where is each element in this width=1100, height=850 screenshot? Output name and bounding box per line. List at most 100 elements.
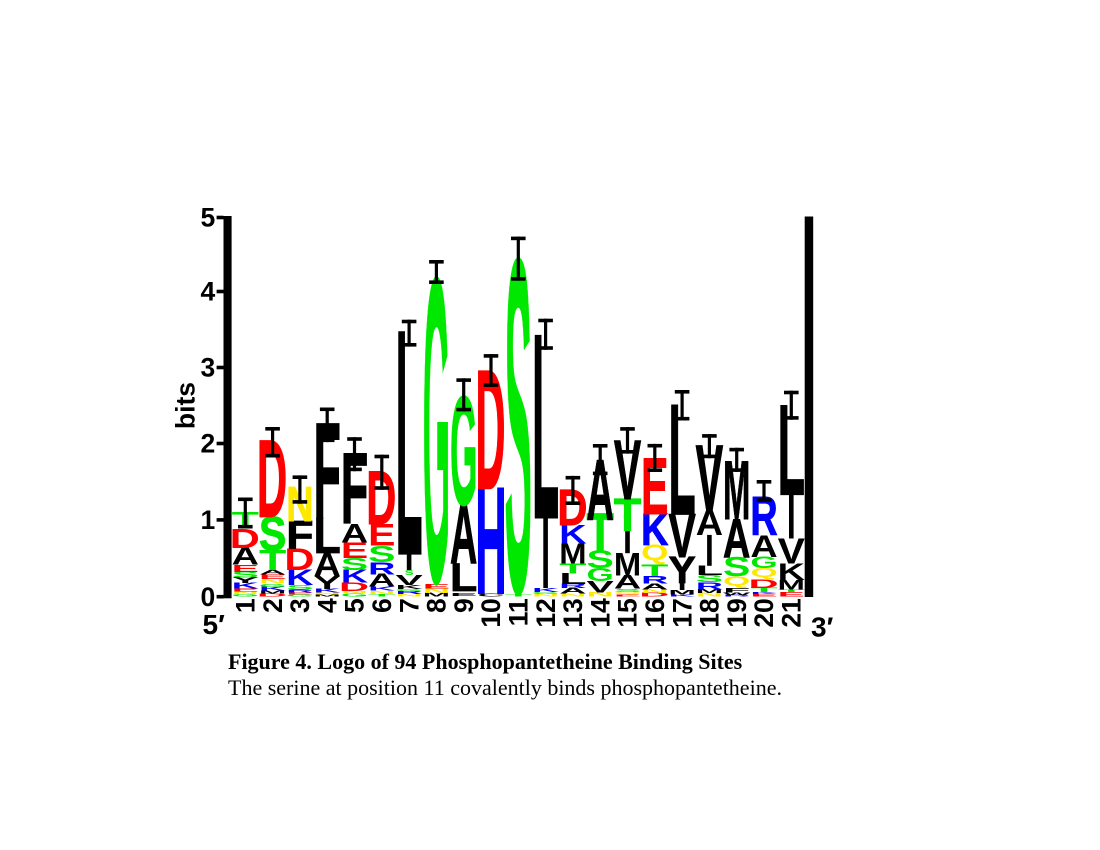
svg-text:T: T <box>614 489 642 541</box>
svg-text:R: R <box>641 574 668 586</box>
svg-text:3: 3 <box>285 598 315 613</box>
svg-text:19: 19 <box>722 598 752 627</box>
svg-text:1: 1 <box>231 598 261 613</box>
svg-text:D: D <box>257 593 287 598</box>
svg-text:N: N <box>286 477 313 532</box>
svg-text:15: 15 <box>613 598 643 627</box>
svg-text:S: S <box>341 554 368 574</box>
svg-text:H: H <box>475 456 506 626</box>
svg-text:M: M <box>314 594 341 597</box>
svg-text:R: R <box>286 589 313 594</box>
svg-text:Y: Y <box>314 572 341 593</box>
svg-text:M: M <box>778 577 805 593</box>
svg-text:K: K <box>668 594 696 597</box>
svg-text:D: D <box>284 542 314 577</box>
svg-text:K: K <box>314 588 342 594</box>
svg-text:K: K <box>368 586 396 592</box>
svg-text:A: A <box>587 443 614 539</box>
svg-text:K: K <box>641 504 668 555</box>
svg-text:4: 4 <box>200 277 215 307</box>
svg-text:A: A <box>232 542 259 570</box>
svg-text:S: S <box>259 508 286 561</box>
svg-text:R: R <box>395 590 422 595</box>
svg-text:A: A <box>559 586 587 595</box>
svg-text:A: A <box>259 569 286 576</box>
svg-text:5′: 5′ <box>203 609 226 640</box>
svg-text:L: L <box>559 571 586 588</box>
svg-text:K: K <box>286 565 314 590</box>
svg-text:E: E <box>614 594 641 597</box>
svg-text:T: T <box>750 586 778 593</box>
svg-text:Q: Q <box>723 574 750 589</box>
svg-text:Q: Q <box>614 591 641 594</box>
svg-text:N: N <box>259 577 286 584</box>
svg-text:T: T <box>641 561 669 580</box>
svg-text:5: 5 <box>340 598 370 613</box>
svg-text:S: S <box>368 541 395 567</box>
svg-text:T: T <box>259 544 286 576</box>
svg-text:N: N <box>314 592 341 595</box>
svg-text:E: E <box>232 563 259 574</box>
svg-text:R: R <box>559 582 586 589</box>
svg-text:N: N <box>368 590 395 595</box>
svg-text:F: F <box>723 586 750 594</box>
svg-text:3′: 3′ <box>811 612 834 643</box>
svg-text:11: 11 <box>504 598 534 626</box>
svg-text:A: A <box>314 546 341 583</box>
svg-text:2: 2 <box>200 429 215 459</box>
svg-text:R: R <box>696 580 723 592</box>
svg-text:N: N <box>532 593 559 597</box>
svg-text:Y: Y <box>232 576 260 585</box>
svg-text:21: 21 <box>777 598 807 627</box>
svg-text:T: T <box>505 593 533 597</box>
svg-text:G: G <box>286 594 313 597</box>
svg-text:N: N <box>232 591 259 595</box>
svg-text:7: 7 <box>394 598 424 613</box>
svg-text:K: K <box>532 587 560 593</box>
svg-text:E: E <box>232 588 259 593</box>
svg-text:K: K <box>559 519 587 549</box>
svg-text:N: N <box>587 591 614 598</box>
svg-text:16: 16 <box>640 598 670 627</box>
svg-text:K: K <box>341 567 369 587</box>
svg-text:L: L <box>696 563 723 578</box>
svg-text:A: A <box>614 572 641 593</box>
svg-text:Y: Y <box>668 549 695 591</box>
svg-text:A: A <box>341 518 368 548</box>
svg-text:E: E <box>368 517 395 552</box>
svg-text:W: W <box>723 592 751 596</box>
svg-text:E: E <box>341 537 368 562</box>
svg-text:18: 18 <box>695 598 725 627</box>
svg-text:D: D <box>230 523 260 554</box>
svg-text:G: G <box>750 553 777 571</box>
svg-text:0: 0 <box>200 582 215 612</box>
svg-text:N: N <box>696 592 723 598</box>
svg-text:G: G <box>587 565 614 585</box>
svg-text:D: D <box>639 592 669 598</box>
svg-text:10: 10 <box>476 598 506 627</box>
svg-text:N: N <box>641 588 668 594</box>
svg-text:14: 14 <box>585 598 615 628</box>
svg-text:S: S <box>232 570 259 579</box>
svg-text:20: 20 <box>749 598 779 627</box>
svg-text:A: A <box>368 571 395 591</box>
svg-text:G: G <box>395 588 422 591</box>
svg-text:8: 8 <box>422 598 452 613</box>
svg-text:Q: Q <box>750 566 777 581</box>
svg-text:3: 3 <box>200 353 215 383</box>
svg-text:A: A <box>750 529 777 564</box>
svg-text:bits: bits <box>171 382 201 429</box>
svg-text:E: E <box>750 593 777 597</box>
svg-text:6: 6 <box>367 598 397 613</box>
svg-text:V: V <box>587 578 615 596</box>
svg-text:Q: Q <box>641 541 668 565</box>
svg-text:F: F <box>286 513 313 557</box>
svg-text:M: M <box>259 590 286 595</box>
svg-text:L: L <box>314 508 341 564</box>
svg-text:L: L <box>450 555 477 600</box>
svg-text:M: M <box>559 537 586 570</box>
svg-text:G: G <box>259 583 286 589</box>
svg-text:12: 12 <box>531 598 561 627</box>
svg-text:5: 5 <box>200 203 215 233</box>
svg-text:A: A <box>450 487 477 581</box>
